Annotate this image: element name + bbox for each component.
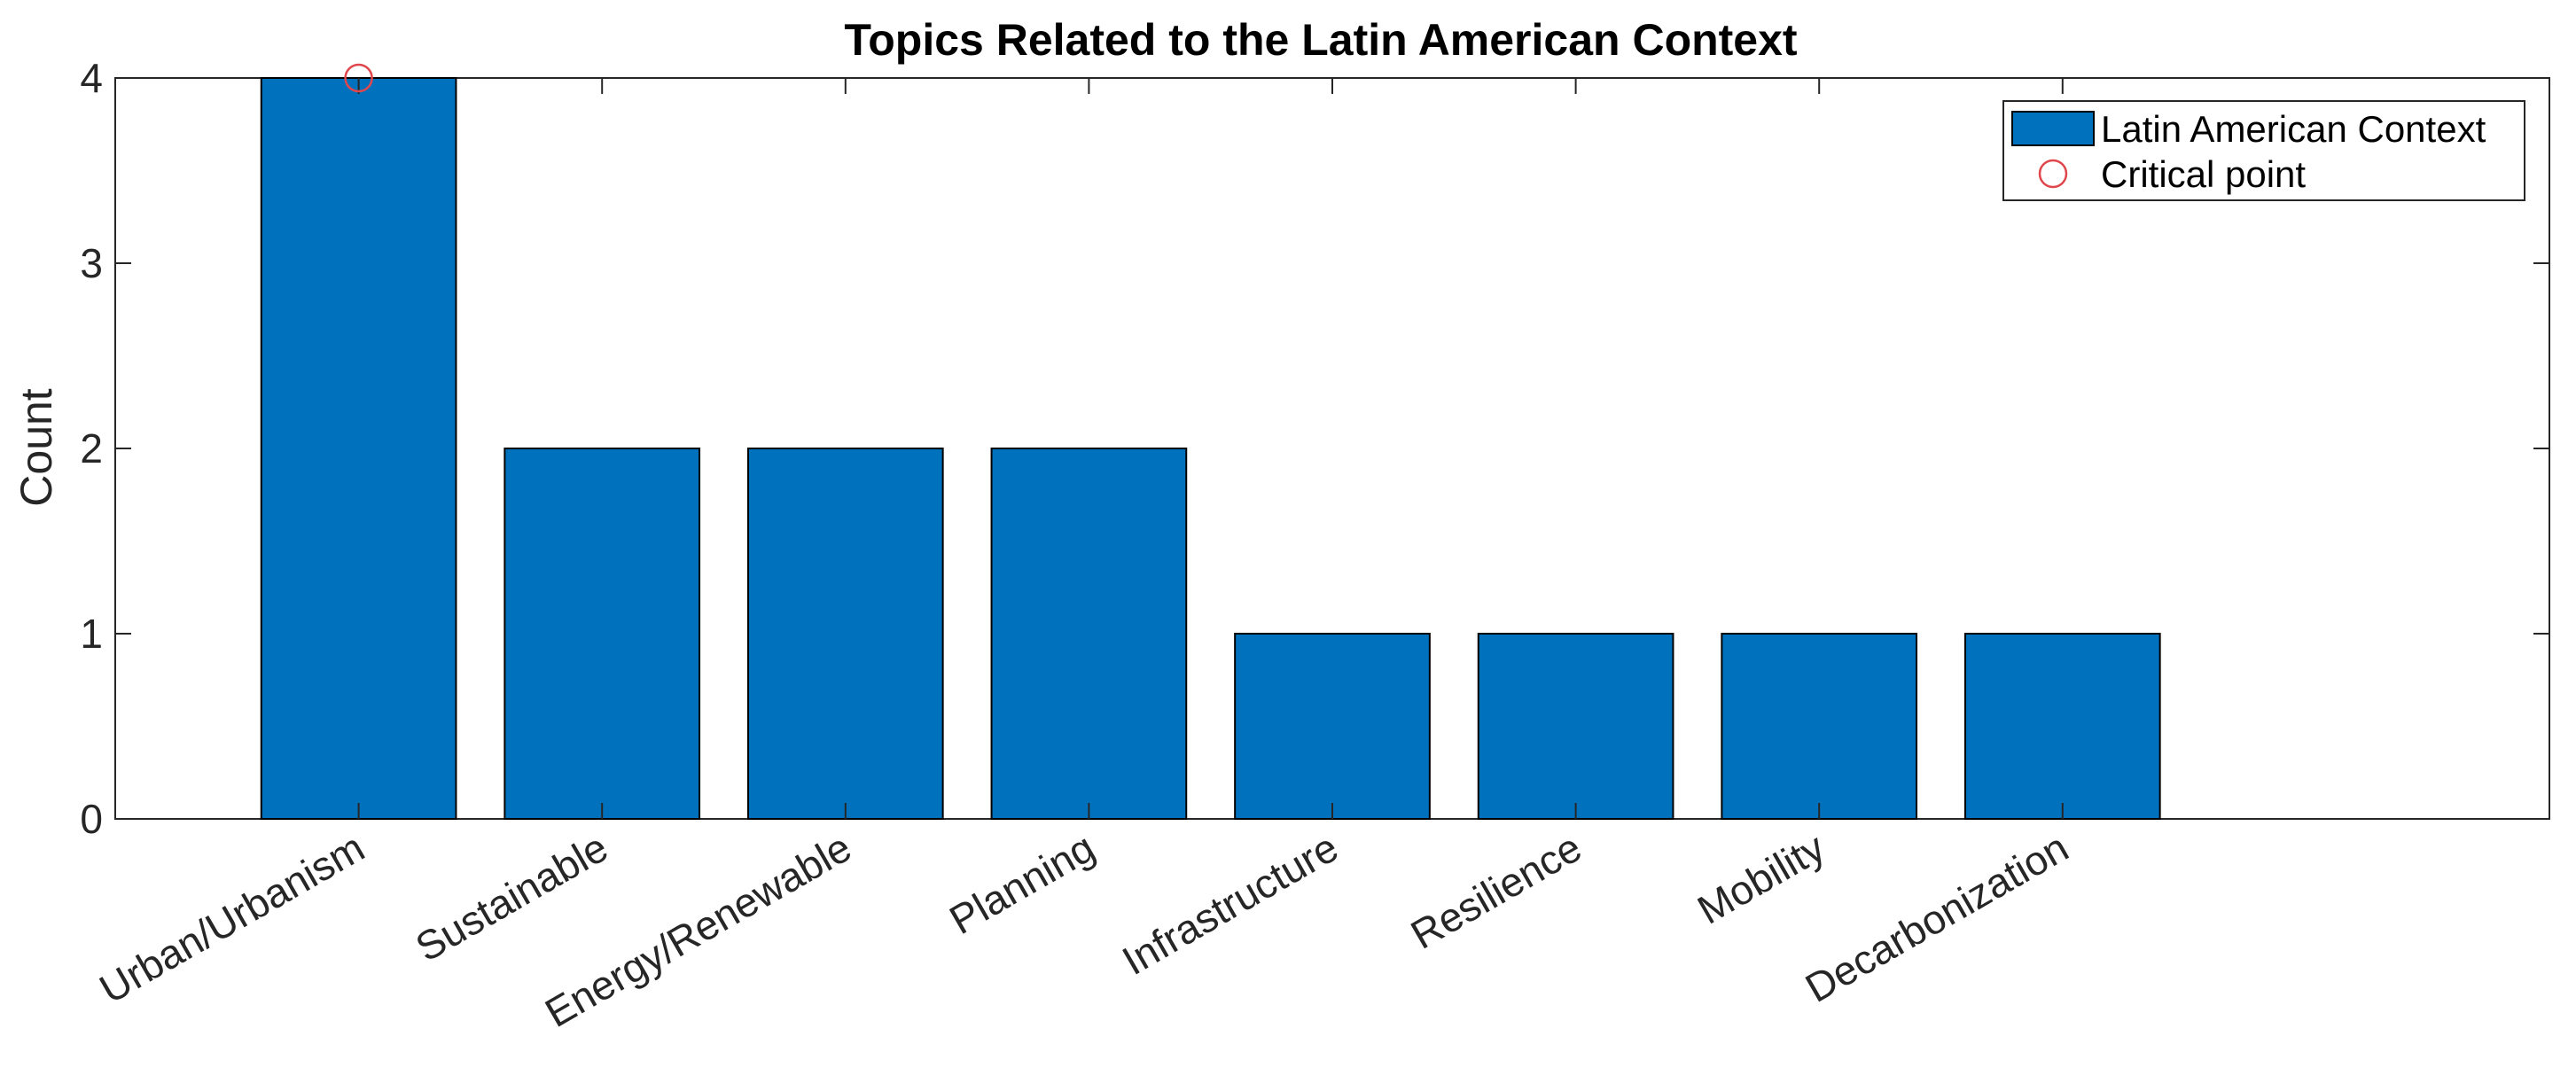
bar-resilience <box>1477 633 1674 820</box>
y-tick-label: 0 <box>80 796 103 842</box>
x-tick-label: Mobility <box>1690 824 1832 933</box>
chart-title: Topics Related to the Latin American Con… <box>844 15 1797 65</box>
bar-infrastructure <box>1234 633 1431 820</box>
bar-urban-urbanism <box>260 77 457 820</box>
legend-swatch-critical-point <box>2038 159 2068 189</box>
x-tick-label: Sustainable <box>408 824 615 970</box>
bar-mobility <box>1721 633 1918 820</box>
y-tick-label: 4 <box>80 55 103 101</box>
x-tick-label: Urban/Urbanism <box>92 824 372 1012</box>
bar-sustainable <box>503 448 701 820</box>
bar-decarbonization <box>1963 633 2161 820</box>
bar-planning <box>990 448 1188 820</box>
x-tick-label: Decarbonization <box>1798 824 2076 1011</box>
x-tick-label: Resilience <box>1403 824 1589 958</box>
critical-point-marker <box>344 63 373 93</box>
legend-label-latin-american-context: Latin American Context <box>2101 108 2486 150</box>
y-tick-label: 2 <box>80 425 103 471</box>
x-tick-label: Infrastructure <box>1114 824 1346 985</box>
y-tick-label: 1 <box>80 611 103 657</box>
legend-label-critical-point: Critical point <box>2101 153 2306 195</box>
y-tick-label: 3 <box>80 240 103 286</box>
y-axis-label: Count <box>12 388 61 507</box>
legend-swatch-bar <box>2011 111 2095 146</box>
x-tick-label: Planning <box>941 824 1102 944</box>
bar-energy-renewable <box>746 448 944 820</box>
